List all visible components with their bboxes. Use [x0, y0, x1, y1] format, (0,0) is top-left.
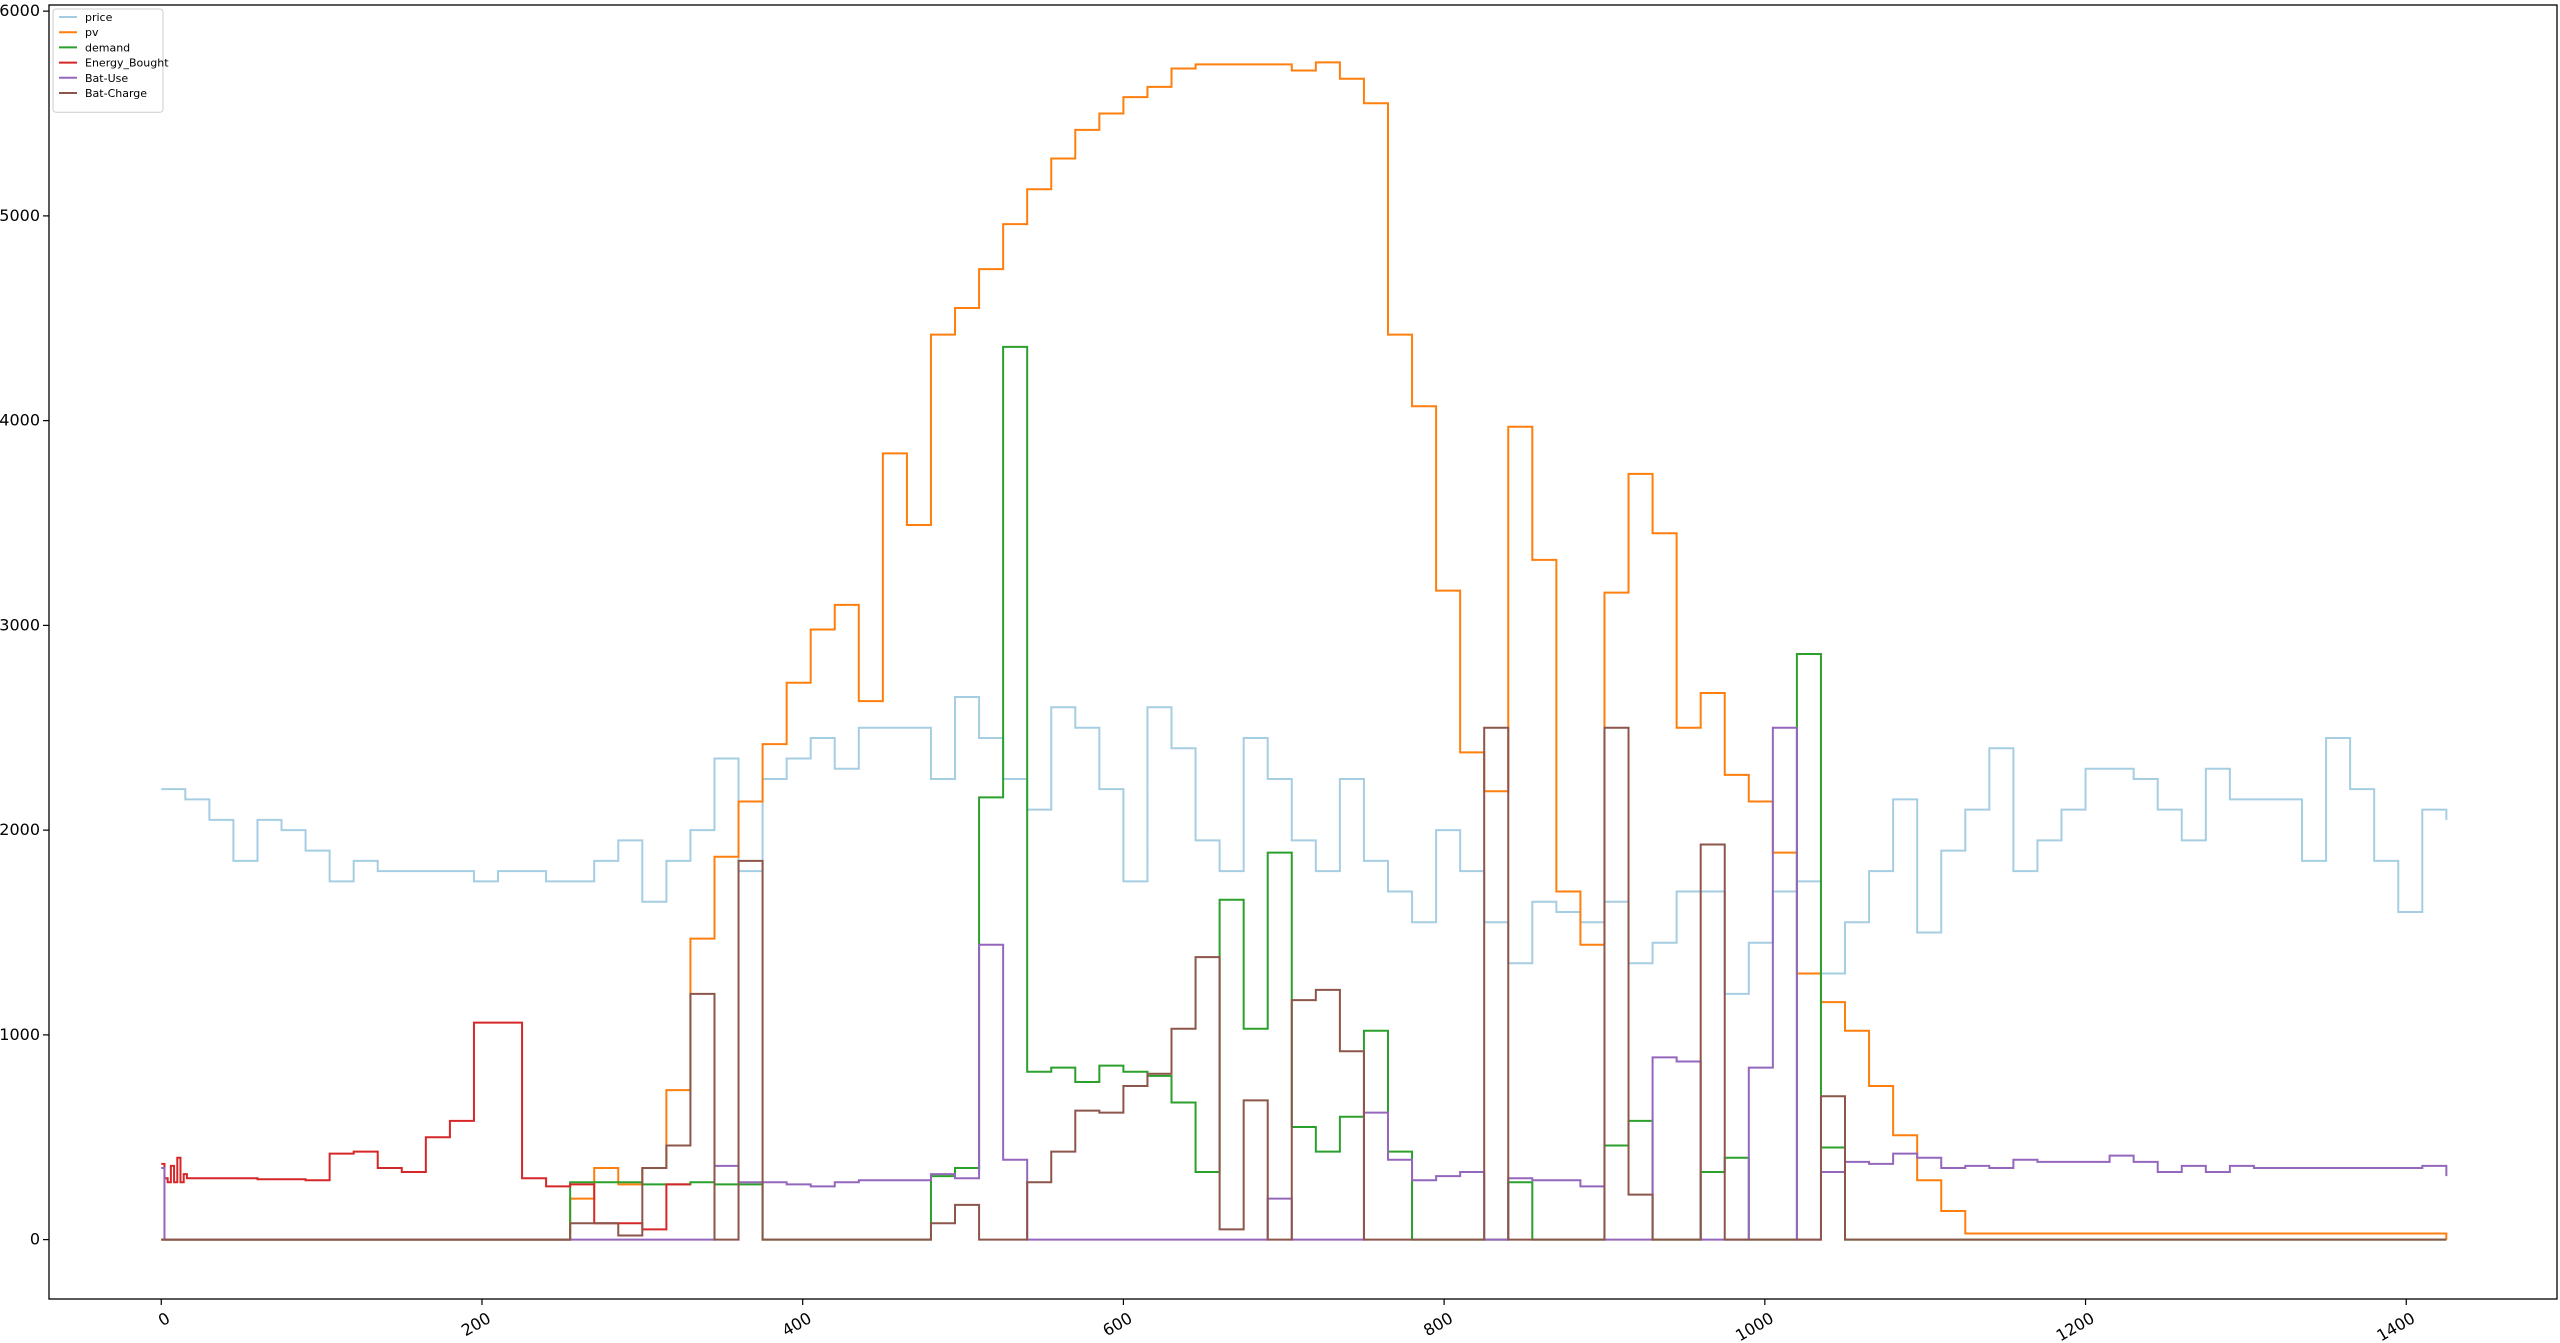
series-line-bat-use — [161, 726, 2448, 1241]
legend-label: Energy_Bought — [85, 57, 169, 70]
y-tick-label: 5000 — [0, 206, 40, 225]
y-tick-label: 2000 — [0, 820, 40, 839]
series-line-price — [161, 696, 2448, 995]
y-tick-label: 6000 — [0, 1, 40, 20]
plot-frame — [48, 4, 2558, 1300]
legend-label: demand — [85, 41, 130, 54]
legend-label: price — [85, 11, 113, 24]
legend-label: Bat-Charge — [85, 87, 147, 100]
y-tick-label: 4000 — [0, 411, 40, 430]
y-tick-label: 3000 — [0, 615, 40, 634]
series-layer — [161, 61, 2448, 1241]
y-tick-label: 0 — [30, 1230, 40, 1249]
y-axis: 0 1000 2000 3000 4000 5000 6000 — [0, 1, 49, 1249]
legend-label: Bat-Use — [85, 72, 128, 85]
series-line-bat-charge — [161, 726, 2447, 1241]
y-tick-label: 1000 — [0, 1025, 40, 1044]
legend-box — [52, 8, 164, 113]
legend: price pv demand Energy_Bought Bat-Use Bat-Cha… — [52, 8, 169, 113]
legend-label: pv — [85, 26, 99, 39]
series-line-energy-bought — [161, 1021, 691, 1231]
series-line-pv — [161, 61, 2448, 1241]
